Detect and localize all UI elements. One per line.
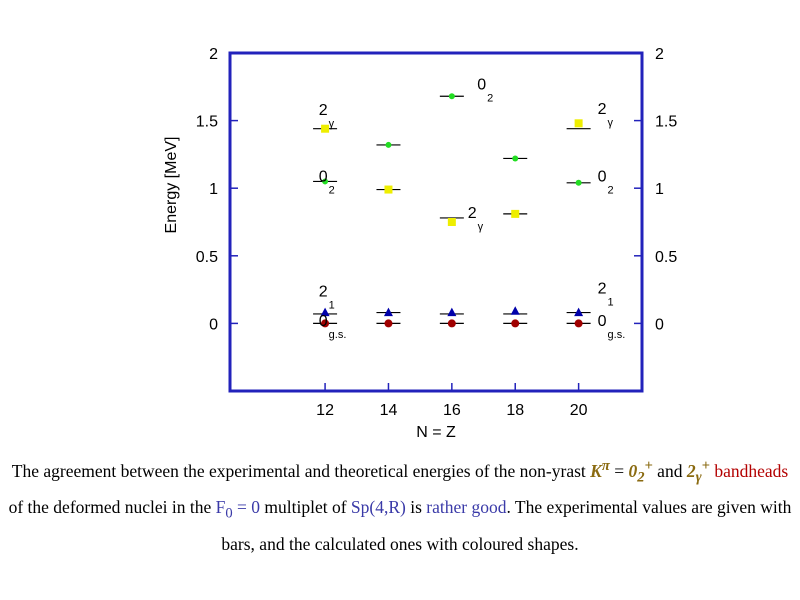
calc-circle-mark <box>575 179 582 186</box>
calc-circle-mark <box>511 319 520 328</box>
level-annotation: 2γ <box>468 205 484 233</box>
calc-square-mark <box>447 218 456 226</box>
level-annotation: 02 <box>319 168 335 196</box>
caption-sp4r: Sp(4,R) <box>350 497 406 518</box>
caption-f0: F0 = 0 <box>215 497 261 522</box>
level-annotation: 2γ <box>319 102 335 130</box>
calc-triangle-mark <box>320 307 330 317</box>
x-tick-label: 14 <box>380 402 398 419</box>
calc-triangle-mark <box>383 307 393 317</box>
caption-k-pi: Kπ <box>590 458 610 481</box>
calc-circle-mark <box>447 319 456 328</box>
caption-bandheads: bandheads <box>714 460 789 481</box>
y-tick-label-left: 1.5 <box>196 114 218 131</box>
level-annotation: 0g.s. <box>319 313 347 341</box>
y-tick-label-right: 1.5 <box>655 114 677 131</box>
caption-text-3: of the deformed nuclei in the <box>8 497 216 518</box>
x-tick-label: 20 <box>570 402 588 419</box>
level-annotation: 02 <box>598 168 614 196</box>
x-tick-label: 12 <box>316 402 334 419</box>
level-annotation: 2γ <box>598 101 614 129</box>
y-tick-label-right: 0 <box>655 316 664 333</box>
caption-text-4: multiplet of <box>260 497 351 518</box>
caption-text-5: is <box>405 497 427 518</box>
level-annotation: 21 <box>319 283 335 311</box>
calc-triangle-mark <box>574 307 584 317</box>
caption-state-0-2: 02+ <box>628 458 653 486</box>
x-axis-label: N = Z <box>416 424 456 441</box>
level-annotation: 0g.s. <box>598 313 626 341</box>
x-tick-label: 16 <box>443 402 461 419</box>
calc-circle-mark <box>448 93 455 100</box>
calc-triangle-mark <box>447 307 457 317</box>
figure-caption: The agreement between the experimental a… <box>6 451 794 559</box>
calc-square-mark <box>384 185 393 194</box>
calc-circle-mark <box>321 319 330 328</box>
caption-and: and <box>652 460 687 481</box>
calc-square-mark <box>321 124 330 133</box>
y-tick-label-right: 0.5 <box>655 249 677 266</box>
level-annotation: 02 <box>477 77 493 105</box>
y-tick-label-left: 2 <box>209 46 218 63</box>
calc-circle-mark <box>384 319 393 328</box>
y-tick-label-left: 1 <box>209 181 218 198</box>
x-tick-label: 18 <box>506 402 524 419</box>
level-annotation: 21 <box>598 281 614 309</box>
energy-chart: 0 00.5 0.51 11.5 1.52 212 14 16 18 20 0g.s.21022γ… <box>163 46 677 441</box>
y-tick-label-left: 0 <box>209 316 218 333</box>
caption-text-1: The agreement between the experimental a… <box>11 460 591 481</box>
calc-circle-mark <box>574 319 583 328</box>
calc-circle-mark <box>385 141 392 148</box>
y-tick-label-right: 1 <box>655 181 664 198</box>
caption-rather-good: rather good <box>426 497 507 518</box>
caption-text-6: . The experimental values are given with… <box>221 497 792 554</box>
caption-state-2-gamma: 2γ+ <box>686 458 710 486</box>
calc-square-mark <box>574 119 583 128</box>
caption-eq: = <box>609 460 629 481</box>
calc-square-mark <box>511 209 520 218</box>
calc-circle-mark <box>512 155 519 162</box>
calc-circle-mark <box>322 178 329 185</box>
y-tick-label-left: 0.5 <box>196 249 218 266</box>
calc-triangle-mark <box>510 306 520 315</box>
y-tick-label-right: 2 <box>655 46 664 63</box>
y-axis-label: Energy [MeV] <box>163 137 180 234</box>
plot-frame <box>228 51 644 393</box>
